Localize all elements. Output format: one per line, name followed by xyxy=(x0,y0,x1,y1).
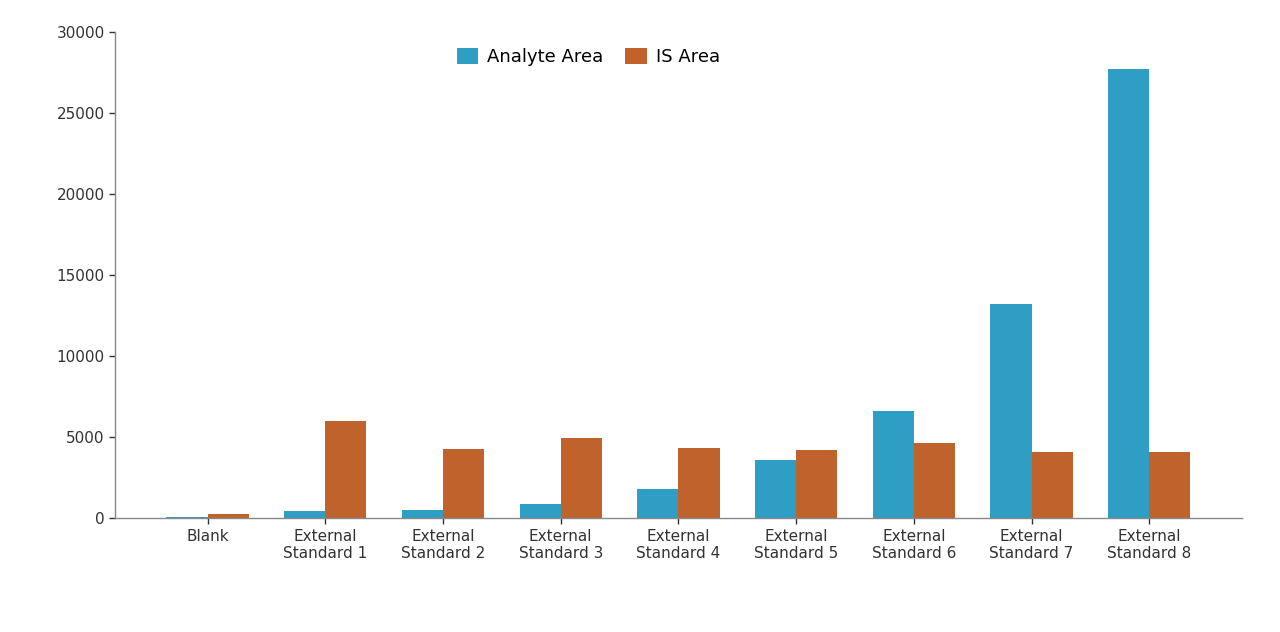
Bar xyxy=(402,509,443,518)
Bar xyxy=(1149,452,1190,518)
Bar xyxy=(443,449,484,518)
Bar xyxy=(873,411,914,518)
Bar xyxy=(678,447,719,518)
Bar xyxy=(166,516,207,518)
Bar xyxy=(1032,452,1073,518)
Legend: Analyte Area, IS Area: Analyte Area, IS Area xyxy=(449,40,727,73)
Bar xyxy=(796,450,837,518)
Bar xyxy=(284,511,325,518)
Bar xyxy=(755,460,796,518)
Bar xyxy=(637,489,678,518)
Bar xyxy=(520,504,561,518)
Bar xyxy=(325,421,366,518)
Bar xyxy=(914,443,955,518)
Bar xyxy=(991,304,1032,518)
Bar xyxy=(561,438,602,518)
Bar xyxy=(207,514,248,518)
Bar xyxy=(1108,69,1149,518)
